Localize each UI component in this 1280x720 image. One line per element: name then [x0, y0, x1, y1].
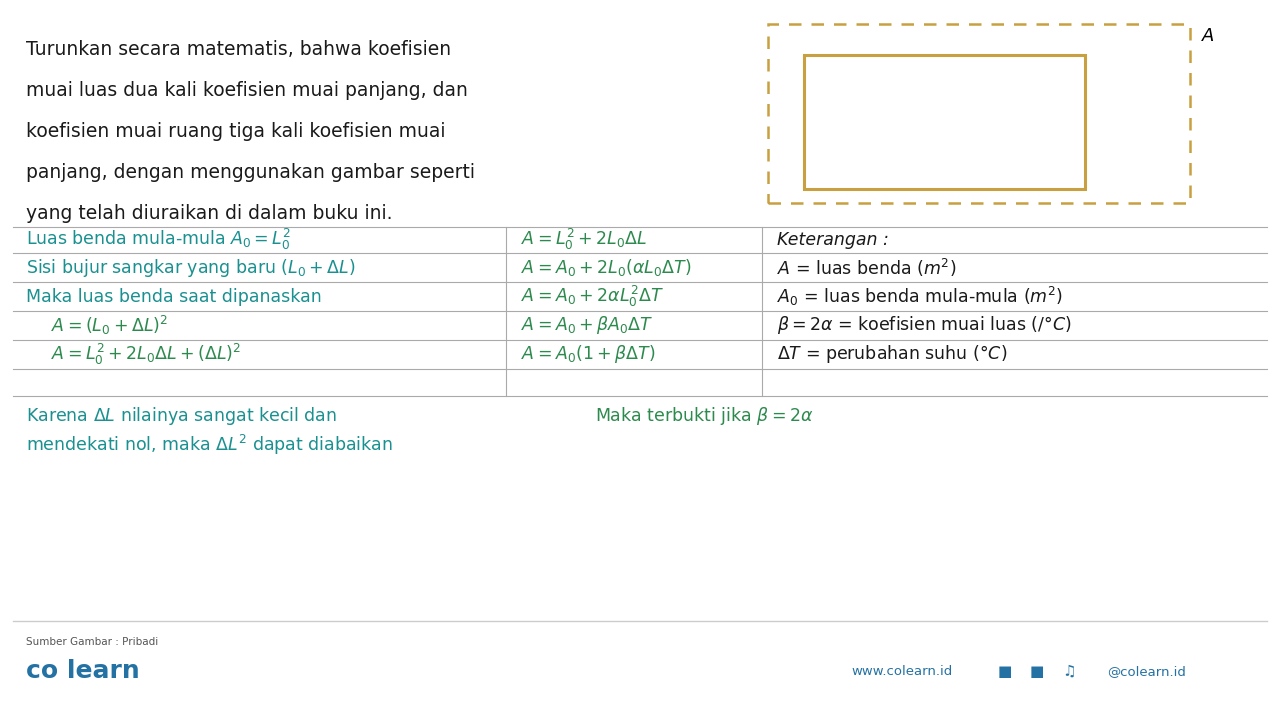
Text: $A = A_0(1 + \beta\Delta T)$: $A = A_0(1 + \beta\Delta T)$ — [521, 343, 655, 365]
Text: Sisi bujur sangkar yang baru $(L_0+\Delta L)$: Sisi bujur sangkar yang baru $(L_0+\Delt… — [26, 257, 356, 279]
Text: yang telah diuraikan di dalam buku ini.: yang telah diuraikan di dalam buku ini. — [26, 204, 392, 222]
Text: $A_0$ = luas benda mula-mula $(m^2)$: $A_0$ = luas benda mula-mula $(m^2)$ — [777, 285, 1062, 308]
Text: $A$: $A$ — [1201, 27, 1215, 45]
Text: Luas benda mula-mula $A_0 = L_0^2$: Luas benda mula-mula $A_0 = L_0^2$ — [26, 228, 291, 252]
Text: $A = A_0 + \beta A_0\Delta T$: $A = A_0 + \beta A_0\Delta T$ — [521, 315, 653, 336]
Text: $A_0$: $A_0$ — [910, 163, 933, 183]
Text: $\beta = 2\alpha$ = koefisien muai luas $(/$°$C)$: $\beta = 2\alpha$ = koefisien muai luas … — [777, 315, 1071, 336]
Text: www.colearn.id: www.colearn.id — [851, 665, 952, 678]
Text: @colearn.id: @colearn.id — [1107, 665, 1187, 678]
Text: muai luas dua kali koefisien muai panjang, dan: muai luas dua kali koefisien muai panjan… — [26, 81, 467, 99]
Text: Karena $\Delta L$ nilainya sangat kecil dan: Karena $\Delta L$ nilainya sangat kecil … — [26, 405, 337, 427]
Text: Maka luas benda saat dipanaskan: Maka luas benda saat dipanaskan — [26, 288, 321, 306]
Text: $A = L_0^2 + 2L_0\Delta L + (\Delta L)^2$: $A = L_0^2 + 2L_0\Delta L + (\Delta L)^2… — [51, 342, 242, 366]
Text: $A = L_0^2 + 2L_0\Delta L$: $A = L_0^2 + 2L_0\Delta L$ — [521, 228, 648, 252]
Text: Turunkan secara matematis, bahwa koefisien: Turunkan secara matematis, bahwa koefisi… — [26, 40, 451, 58]
Text: $\Delta T$ = perubahan suhu (°$C$): $\Delta T$ = perubahan suhu (°$C$) — [777, 343, 1007, 365]
Text: $A$ = luas benda $(m^2)$: $A$ = luas benda $(m^2)$ — [777, 257, 956, 279]
Bar — [768, 24, 1190, 203]
Text: Maka terbukti jika $\beta = 2\alpha$: Maka terbukti jika $\beta = 2\alpha$ — [595, 405, 814, 427]
Text: ♫: ♫ — [1062, 664, 1075, 678]
Text: koefisien muai ruang tiga kali koefisien muai: koefisien muai ruang tiga kali koefisien… — [26, 122, 445, 140]
Text: ■: ■ — [1029, 664, 1044, 678]
Text: Keterangan :: Keterangan : — [777, 230, 888, 249]
Bar — [804, 55, 1085, 189]
Text: $A = (L_0 + \Delta L)^2$: $A = (L_0 + \Delta L)^2$ — [51, 314, 169, 337]
Text: co learn: co learn — [26, 659, 140, 683]
Text: $A = A_0 + 2L_0(\alpha L_0\Delta T)$: $A = A_0 + 2L_0(\alpha L_0\Delta T)$ — [521, 257, 691, 279]
Text: Sumber Gambar : Pribadi: Sumber Gambar : Pribadi — [26, 637, 157, 647]
Text: panjang, dengan menggunakan gambar seperti: panjang, dengan menggunakan gambar seper… — [26, 163, 475, 181]
Text: $A = A_0 + 2\alpha L_0^2\Delta T$: $A = A_0 + 2\alpha L_0^2\Delta T$ — [521, 284, 664, 309]
Text: mendekati nol, maka $\Delta L^2$ dapat diabaikan: mendekati nol, maka $\Delta L^2$ dapat d… — [26, 433, 393, 457]
Text: ■: ■ — [997, 664, 1012, 678]
